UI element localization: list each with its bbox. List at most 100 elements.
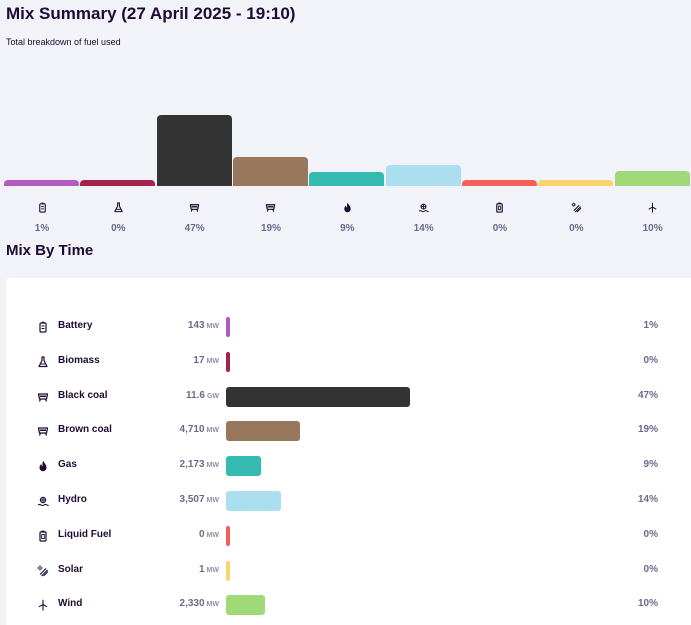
fuel-name: Black coal [58,389,108,401]
mix-summary-chart [4,50,691,186]
summary-bar-solar[interactable] [538,180,614,186]
fuel-share-bar [226,560,230,581]
fuel-output-number: 2,173 [179,459,205,471]
wind-icon [615,202,691,213]
fuel-share-percent: 47% [637,389,658,401]
fuel-output-value: 11.6 GW [186,390,219,401]
coal-cart-icon [233,202,309,213]
summary-percent-black-coal: 47% [184,223,205,234]
fuel-output-unit: MW [206,462,219,470]
fuel-output-value: 0 MW [199,529,219,540]
fuel-share-percent: 1% [643,320,658,331]
summary-bar-hydro[interactable] [385,164,461,186]
coal-cart-icon [37,391,49,403]
coal-cart-icon [37,425,49,437]
mix-row-liquid-fuel[interactable]: Liquid Fuel 0 MW 0% [6,525,691,547]
solar-icon [538,202,614,213]
fuel-output-value: 143 MW [188,320,219,331]
summary-percent-biomass: 0% [111,223,126,234]
summary-percent-gas: 9% [340,223,355,234]
fuel-share-percent: 14% [637,494,658,505]
section-title: Mix By Time [6,242,94,259]
fuel-share-percent: 0% [643,528,658,540]
fuel-share-bar [226,456,262,477]
fuel-output-value: 2,173 MW [180,459,219,470]
mix-row-battery[interactable]: Battery 143 MW 1% [6,316,691,338]
fuel-name: Hydro [58,494,87,505]
summary-bar-biomass[interactable] [80,180,156,186]
mix-row-brown-coal[interactable]: Brown coal 4,710 MW 19% [6,420,691,442]
fuel-share-bar [226,525,230,546]
fuel-output-unit: GW [206,392,219,400]
battery-icon [37,321,49,333]
coal-cart-icon [157,202,233,213]
summary-percent-wind: 10% [642,223,663,234]
fuel-output-unit: MW [206,357,219,365]
fuel-share-percent: 19% [637,424,658,436]
hydro-icon [37,495,49,507]
fuel-percent-row: 1% 0% 47% 19% 9% 14% 0% 0% 10% [4,223,691,239]
mix-row-wind[interactable]: Wind 2,330 MW 10% [6,594,691,616]
flame-icon [37,460,49,472]
fuel-can-icon [37,530,49,542]
fuel-output-value: 2,330 MW [180,598,219,609]
fuel-output-number: 3,507 [179,494,205,505]
fuel-output-unit: MW [206,427,219,435]
flask-icon [80,202,156,213]
fuel-output-number: 11.6 [186,389,205,401]
fuel-output-value: 4,710 MW [180,424,219,435]
fuel-output-unit: MW [206,531,219,539]
fuel-output-number: 143 [187,320,205,331]
fuel-name: Biomass [58,354,100,366]
fuel-name: Gas [58,459,77,471]
summary-percent-brown-coal: 19% [260,223,281,234]
fuel-name: Battery [58,320,93,331]
fuel-share-percent: 0% [643,354,658,366]
mix-row-gas[interactable]: Gas 2,173 MW 9% [6,455,691,477]
fuel-share-bar [226,351,230,372]
fuel-output-number: 2,330 [179,598,205,610]
fuel-output-number: 1 [198,563,205,575]
fuel-name: Brown coal [58,424,112,436]
fuel-share-percent: 9% [643,459,658,471]
summary-bar-wind[interactable] [614,170,690,186]
page-subtitle: Total breakdown of fuel used [6,37,121,47]
summary-percent-solar: 0% [569,223,584,234]
fuel-output-unit: MW [206,497,219,504]
fuel-output-value: 17 MW [193,355,219,366]
page-title: Mix Summary (27 April 2025 - 19:10) [6,4,296,23]
fuel-output-unit: MW [206,601,219,609]
summary-bar-battery[interactable] [4,180,79,186]
fuel-share-percent: 0% [643,563,658,575]
fuel-share-bar [226,317,230,337]
flask-icon [37,356,49,368]
summary-bar-black-coal[interactable] [156,115,232,186]
summary-bar-liquid-fuel[interactable] [461,180,537,186]
fuel-output-number: 0 [198,528,205,540]
fuel-name: Wind [58,598,83,610]
fuel-name: Solar [58,563,84,575]
summary-percent-liquid-fuel: 0% [492,223,508,234]
solar-icon [37,565,49,577]
mix-row-solar[interactable]: Solar 1 MW 0% [6,560,691,582]
mix-row-black-coal[interactable]: Black coal 11.6 GW 47% [6,386,691,408]
wind-icon [37,599,49,611]
hydro-icon [386,202,462,213]
mix-row-hydro[interactable]: Hydro 3,507 MW 14% [6,490,691,512]
fuel-output-value: 3,507 MW [180,494,219,505]
fuel-share-bar [226,386,410,407]
battery-icon [4,202,80,213]
summary-percent-hydro: 14% [413,223,434,234]
fuel-output-number: 17 [193,354,205,366]
fuel-icon-row [4,202,691,218]
summary-bar-brown-coal[interactable] [232,157,308,186]
fuel-share-bar [226,595,266,616]
fuel-share-bar [226,491,281,511]
fuel-output-value: 1 MW [199,564,219,575]
fuel-share-percent: 10% [637,598,658,610]
fuel-output-unit: MW [206,566,219,574]
mix-row-biomass[interactable]: Biomass 17 MW 0% [6,351,691,373]
flame-icon [309,202,385,213]
fuel-output-unit: MW [206,323,219,330]
summary-bar-gas[interactable] [309,172,385,186]
